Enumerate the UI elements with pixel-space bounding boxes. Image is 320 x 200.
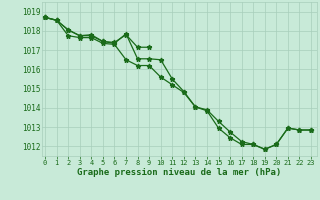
X-axis label: Graphe pression niveau de la mer (hPa): Graphe pression niveau de la mer (hPa) <box>77 168 281 177</box>
